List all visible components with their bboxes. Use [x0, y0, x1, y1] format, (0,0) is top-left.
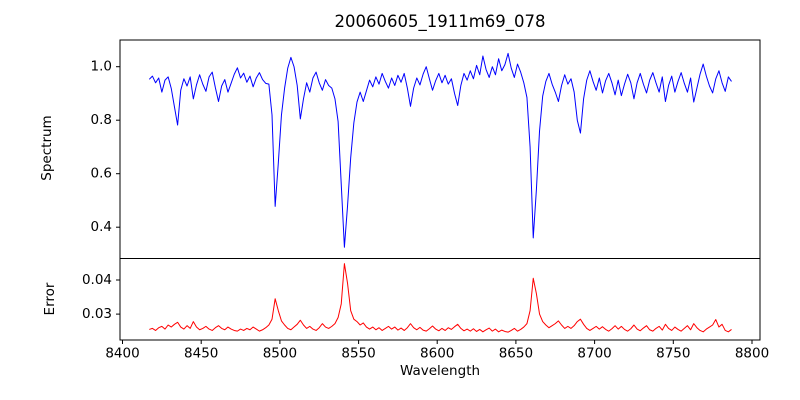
spectrum-y-tick-label: 0.4 [91, 219, 112, 235]
error-line [149, 263, 732, 333]
spectrum-line [148, 52, 732, 248]
error-axis-title: Error [42, 282, 58, 316]
error-y-tick-label: 0.03 [82, 306, 112, 322]
error-panel: 0.03 0.04 [82, 258, 761, 341]
x-tick-label: 8650 [499, 346, 533, 362]
spectrum-axis-title: Spectrum [39, 115, 55, 181]
x-tick-label: 8750 [656, 346, 690, 362]
x-axis: 8400 8450 8500 8550 8600 8650 8700 8750 8800 [105, 340, 769, 362]
spectrum-y-tick-label: 0.6 [91, 166, 112, 182]
x-tick-label: 8400 [105, 346, 139, 362]
x-tick-label: 8800 [735, 346, 769, 362]
x-tick-label: 8550 [341, 346, 375, 362]
chart-title: 20060605_1911m69_078 [334, 12, 546, 31]
x-tick-label: 8600 [420, 346, 454, 362]
error-y-tick-label: 0.04 [82, 272, 112, 288]
x-tick-label: 8500 [263, 346, 297, 362]
x-axis-title: Wavelength [399, 363, 481, 379]
spectrum-y-tick-label: 1.0 [91, 59, 112, 75]
x-tick-label: 8700 [577, 346, 611, 362]
spectrum-panel-border [119, 39, 761, 259]
spectrum-y-tick-label: 0.8 [91, 112, 112, 128]
spectrum-panel: 0.4 0.6 0.8 1.0 [91, 39, 761, 259]
x-tick-label: 8450 [184, 346, 218, 362]
error-panel-border [119, 258, 761, 341]
